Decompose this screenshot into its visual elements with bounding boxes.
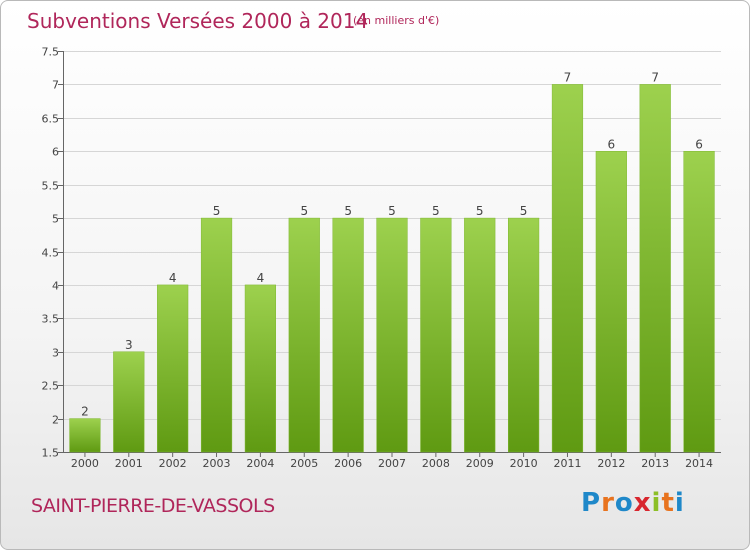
- y-tick-label: 4.5: [42, 247, 60, 260]
- logo-letter: x: [633, 488, 652, 518]
- data-label: 5: [388, 204, 396, 218]
- bar: [507, 217, 540, 453]
- data-label: 2: [81, 405, 89, 419]
- x-tick-label: 2000: [71, 457, 99, 470]
- data-label: 5: [300, 204, 308, 218]
- data-label: 5: [213, 204, 221, 218]
- bar: [595, 151, 627, 453]
- bar: [113, 351, 145, 453]
- logo-letter: i: [674, 488, 685, 518]
- data-label: 5: [520, 204, 528, 218]
- data-label: 6: [608, 137, 616, 151]
- data-label: 6: [695, 137, 703, 151]
- y-tick-label: 6: [52, 146, 59, 159]
- bar: [551, 84, 584, 453]
- bar: [244, 284, 277, 453]
- bar: [639, 84, 671, 453]
- bar: [69, 418, 101, 453]
- axes: [58, 51, 721, 457]
- x-tick-label: 2001: [115, 457, 143, 470]
- y-tick-label: 6.5: [42, 113, 60, 126]
- logo-letter: P: [581, 488, 602, 518]
- x-tick-label: 2006: [334, 457, 362, 470]
- logo-letter: t: [661, 488, 675, 518]
- x-tick-label: 2008: [422, 457, 450, 470]
- commune-name: SAINT-PIERRE-DE-VASSOLS: [31, 495, 275, 517]
- y-tick-label: 3: [52, 347, 59, 360]
- y-tick-label: 2: [52, 414, 59, 427]
- data-label: 7: [651, 70, 659, 84]
- y-tick-label: 5: [52, 213, 59, 226]
- bars: [69, 84, 715, 453]
- data-label: 5: [432, 204, 440, 218]
- bar: [683, 151, 715, 453]
- data-label: 4: [169, 271, 177, 285]
- logo-letter: r: [601, 488, 615, 518]
- bar: [332, 217, 364, 453]
- bar: [288, 217, 320, 453]
- x-tick-label: 2005: [290, 457, 318, 470]
- y-tick-label: 7: [52, 79, 59, 92]
- bar: [376, 217, 408, 453]
- data-label: 3: [125, 338, 133, 352]
- bar: [420, 217, 452, 453]
- x-tick-label: 2013: [641, 457, 669, 470]
- x-tick-label: 2009: [466, 457, 494, 470]
- logo-letter: i: [651, 488, 662, 518]
- y-tick-label: 1.5: [42, 447, 60, 460]
- x-tick-label: 2007: [378, 457, 406, 470]
- x-tick-label: 2003: [203, 457, 231, 470]
- y-tick-label: 3.5: [42, 313, 60, 326]
- data-label: 5: [476, 204, 484, 218]
- x-tick-label: 2012: [597, 457, 625, 470]
- x-tick-label: 2010: [510, 457, 538, 470]
- labels: 1.5 2 2.5 3 3.5 4 4.5 5 5.5 6 6.5 7 7.5 2000 2 2001 3 200…: [42, 46, 714, 471]
- chart-title: Subventions Versées 2000 à 2014: [27, 9, 369, 33]
- bar: [157, 284, 189, 453]
- y-tick-label: 5.5: [42, 180, 60, 193]
- proxiti-logo: Proxiti: [581, 488, 685, 518]
- data-label: 4: [257, 271, 265, 285]
- chart-subtitle: (en milliers d'€): [353, 14, 440, 27]
- x-tick-label: 2002: [159, 457, 187, 470]
- data-label: 5: [344, 204, 352, 218]
- bar: [200, 217, 233, 453]
- y-tick-label: 2.5: [42, 380, 60, 393]
- bar: [464, 217, 496, 453]
- y-tick-label: 7.5: [42, 46, 60, 59]
- data-label: 7: [564, 70, 572, 84]
- y-tick-label: 4: [52, 280, 59, 293]
- x-tick-label: 2011: [553, 457, 581, 470]
- x-tick-label: 2014: [685, 457, 713, 470]
- logo-letter: o: [614, 488, 634, 518]
- x-tick-label: 2004: [246, 457, 274, 470]
